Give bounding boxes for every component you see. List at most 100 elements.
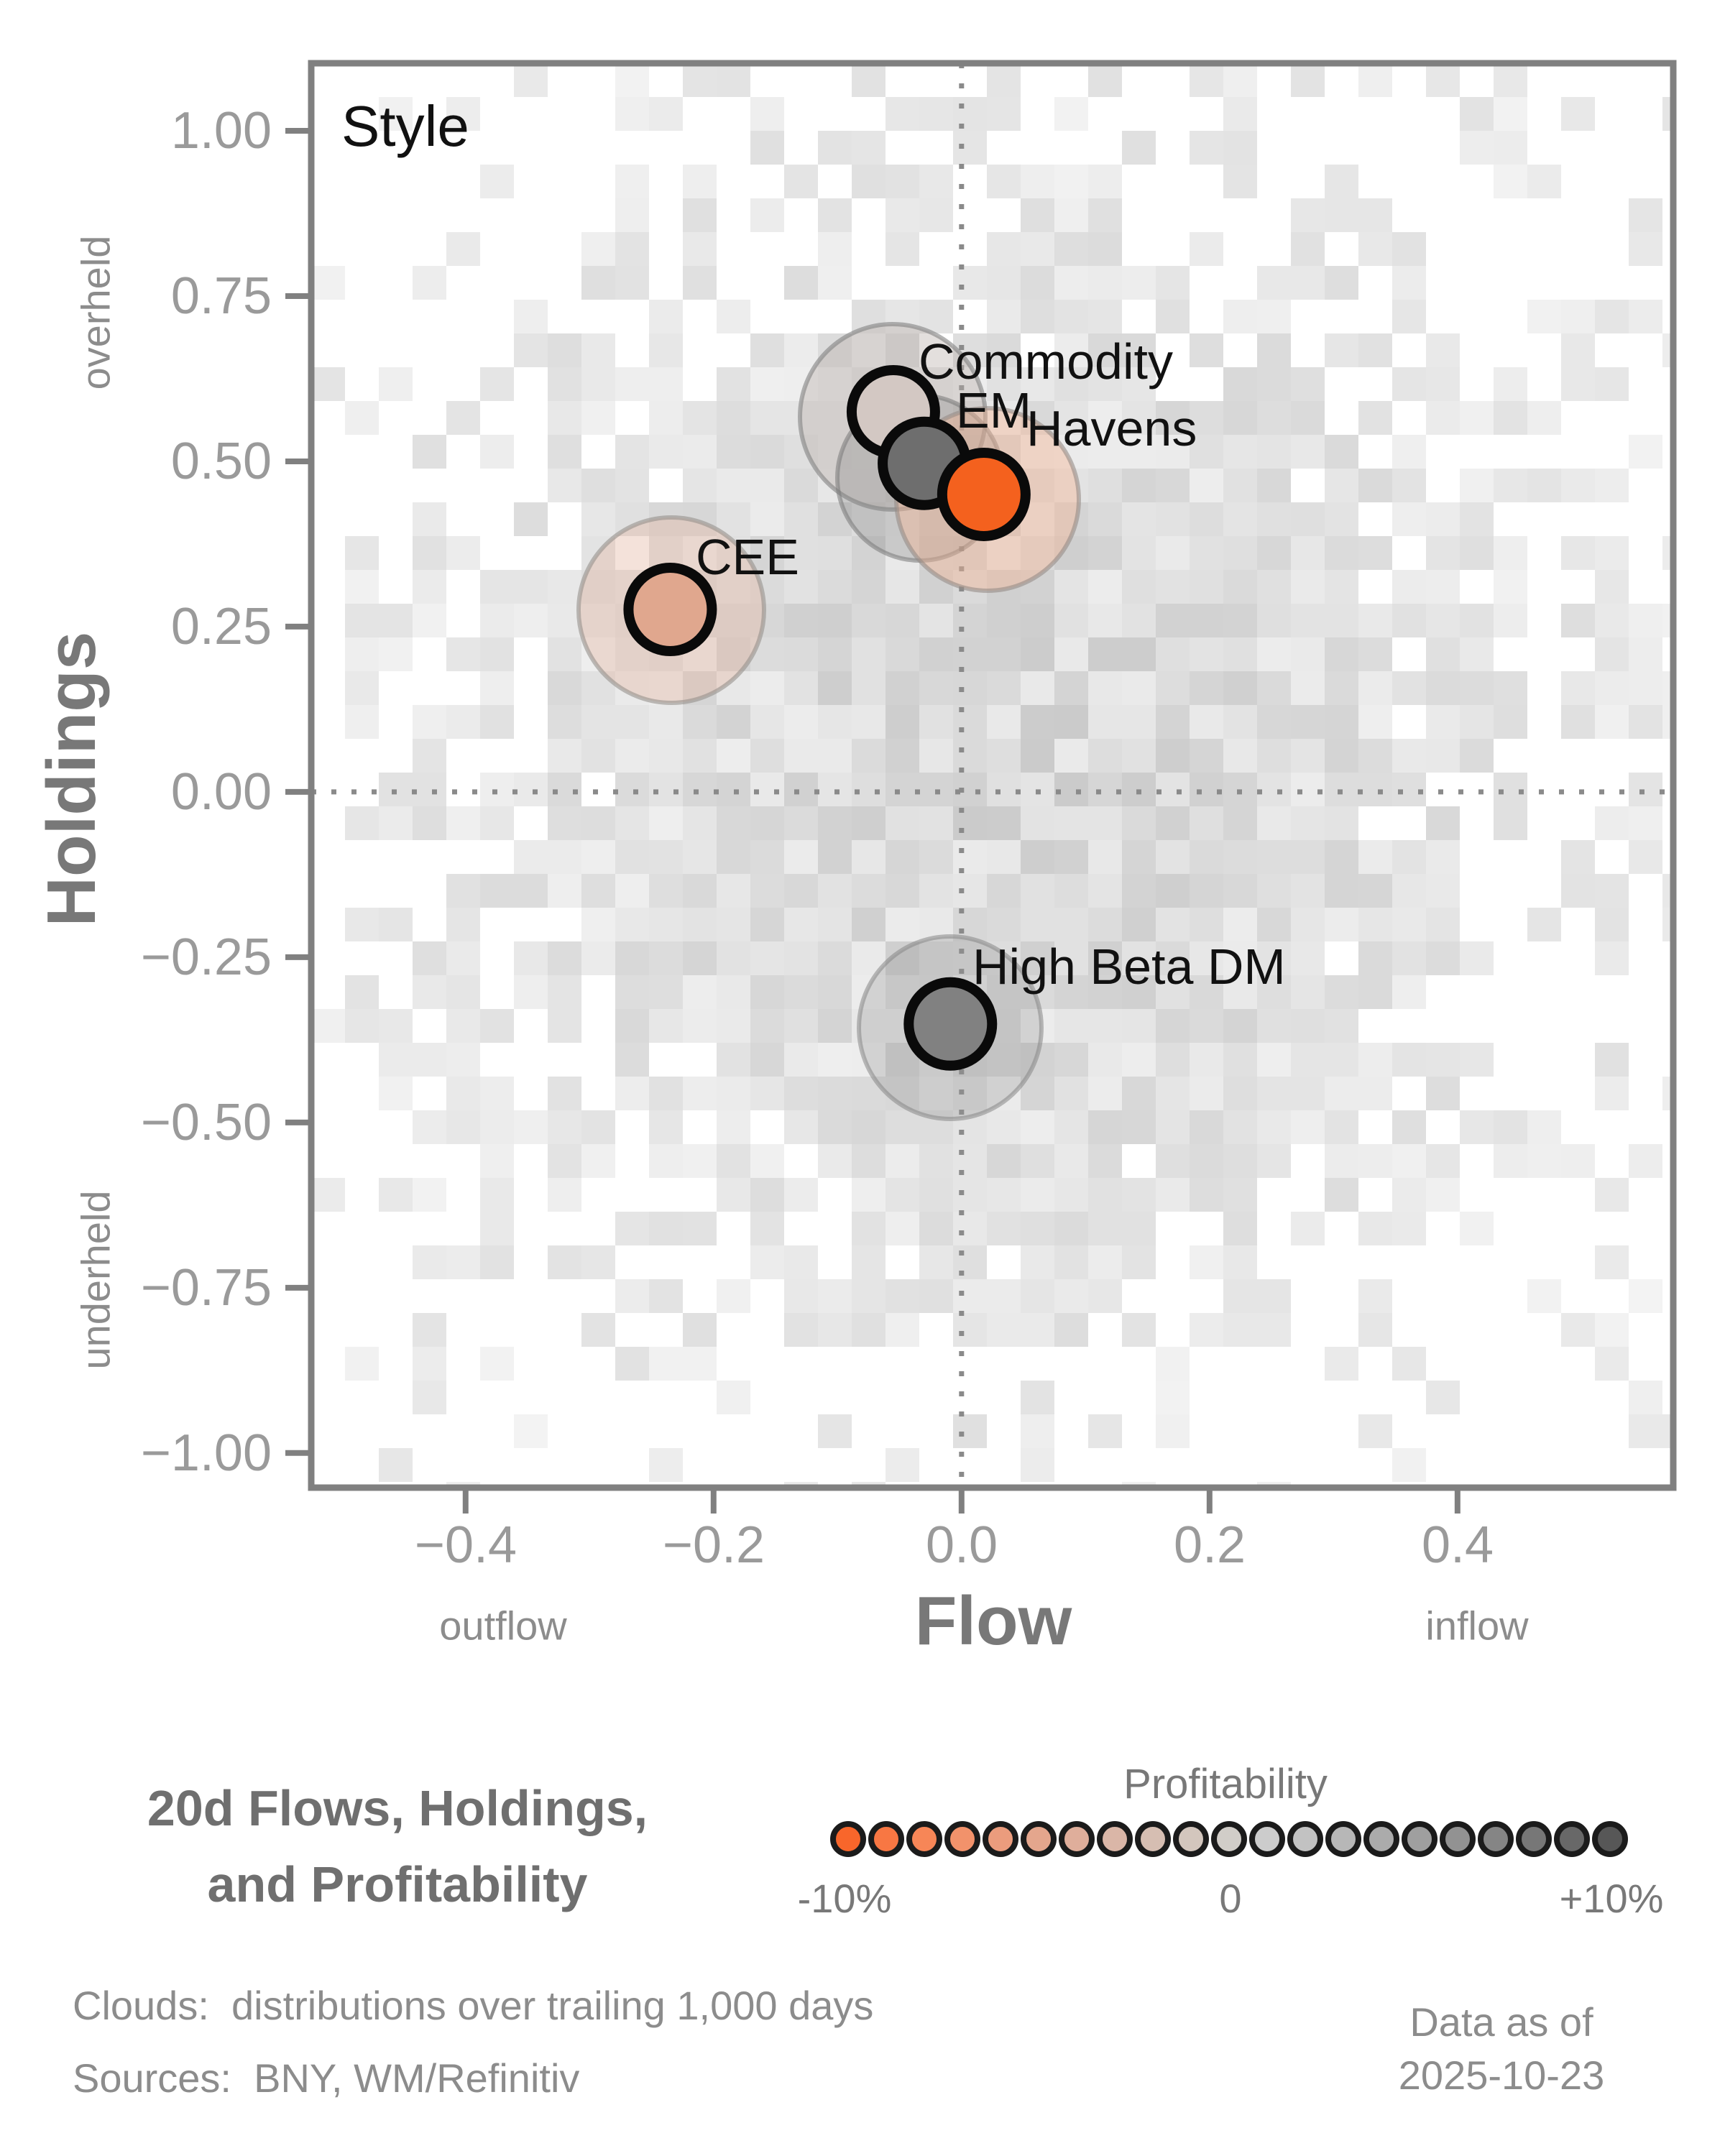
heatmap-cell <box>1426 604 1460 637</box>
heatmap-cell <box>953 840 987 874</box>
heatmap-cell <box>1358 1313 1392 1347</box>
heatmap-cell <box>379 604 413 637</box>
heatmap-cell <box>953 1077 987 1110</box>
heatmap-cell <box>953 1144 987 1178</box>
heatmap-cell <box>852 1110 886 1144</box>
heatmap-cell <box>1595 536 1629 570</box>
heatmap-cell <box>581 604 615 637</box>
heatmap-cell <box>1223 536 1257 570</box>
heatmap-cell <box>548 367 581 401</box>
heatmap-cell <box>1190 333 1223 367</box>
heatmap-cell <box>1358 637 1392 671</box>
heatmap-cell <box>1358 840 1392 874</box>
heatmap-cell <box>750 198 784 232</box>
heatmap-cell <box>953 739 987 773</box>
heatmap-cell <box>1629 806 1662 840</box>
heatmap-cell <box>818 806 852 840</box>
heatmap-cell <box>480 1077 514 1110</box>
heatmap-cell <box>750 1212 784 1245</box>
heatmap-cell <box>717 469 750 502</box>
heatmap-cell <box>379 1043 413 1077</box>
heatmap-cell <box>784 165 818 198</box>
heatmap-cell <box>1358 671 1392 705</box>
axis-ticks <box>285 128 1460 1514</box>
heatmap-cell <box>615 840 649 874</box>
heatmap-cell <box>784 1313 818 1347</box>
heatmap-cell <box>413 1043 446 1077</box>
heatmap-cell <box>953 1245 987 1279</box>
heatmap-cell <box>1595 705 1629 739</box>
heatmap-cell <box>1392 1448 1426 1482</box>
legend-mid-label: 0 <box>1219 1876 1242 1921</box>
legend-dot-16 <box>1440 1821 1476 1857</box>
heatmap-cell <box>1088 401 1122 435</box>
heatmap-cell <box>1595 367 1629 401</box>
heatmap-cell <box>1325 536 1358 570</box>
heatmap-cell <box>717 840 750 874</box>
heatmap-cell <box>1122 604 1156 637</box>
sources-footnote: Sources: BNY, WM/Refinitiv <box>73 2055 580 2101</box>
heatmap-cell <box>1054 469 1088 502</box>
heatmap-cell <box>1595 1077 1629 1110</box>
heatmap-cell <box>750 908 784 941</box>
heatmap-cell <box>717 941 750 975</box>
heatmap-cell <box>1088 502 1122 536</box>
heatmap-cell <box>1460 739 1494 773</box>
heatmap-cell <box>818 1279 852 1313</box>
heatmap-cell <box>345 1347 379 1381</box>
heatmap-cell <box>1223 1043 1257 1077</box>
heatmap-cell <box>852 131 886 165</box>
heatmap-cell <box>1426 63 1460 97</box>
heatmap-cell <box>1122 941 1156 975</box>
heatmap-cell <box>1561 333 1595 367</box>
heatmap-cell <box>852 705 886 739</box>
heatmap-cell <box>1291 435 1325 469</box>
heatmap-cell <box>581 1110 615 1144</box>
heatmap-cell <box>413 739 446 773</box>
heatmap-cell <box>953 705 987 739</box>
heatmap-cell <box>1088 232 1122 266</box>
heatmap-cell <box>514 604 548 637</box>
heatmap-cell <box>818 232 852 266</box>
heatmap-cell <box>683 739 717 773</box>
heatmap-cell <box>1257 908 1291 941</box>
heatmap-cell <box>987 671 1021 705</box>
heatmap-cell <box>1662 1077 1673 1110</box>
heatmap-cell <box>1156 502 1190 536</box>
heatmap-cell <box>818 975 852 1009</box>
heatmap-cell <box>1054 604 1088 637</box>
heatmap-cell <box>1190 1009 1223 1043</box>
heatmap-cell <box>818 570 852 604</box>
heatmap-cell <box>683 63 717 97</box>
heatmap-cell <box>1257 435 1291 469</box>
heatmap-cell <box>1291 908 1325 941</box>
heatmap-cell <box>1460 97 1494 131</box>
heatmap-cell <box>413 1178 446 1212</box>
clouds-footnote: Clouds: distributions over trailing 1,00… <box>73 1983 874 2028</box>
heatmap-cell <box>784 739 818 773</box>
heatmap-cell <box>1561 469 1595 502</box>
heatmap-cell <box>886 1212 919 1245</box>
heatmap-cell <box>1021 232 1054 266</box>
heatmap-cell <box>987 300 1021 333</box>
heatmap-cell <box>446 1245 480 1279</box>
heatmap-cell <box>1392 1178 1426 1212</box>
heatmap-cell <box>1662 333 1673 367</box>
heatmap-cell <box>1223 941 1257 975</box>
heatmap-cell <box>1358 1043 1392 1077</box>
heatmap-cell <box>446 806 480 840</box>
heatmap-cell <box>1190 570 1223 604</box>
heatmap-cell <box>1054 1279 1088 1313</box>
heatmap-cell <box>750 1144 784 1178</box>
heatmap-cell <box>413 773 446 806</box>
heatmap-cell <box>1021 1178 1054 1212</box>
data-as-of-date: 2025-10-23 <box>1398 2053 1605 2098</box>
heatmap-cell <box>1054 1313 1088 1347</box>
heatmap-cell <box>1291 840 1325 874</box>
heatmap-cell <box>683 941 717 975</box>
heatmap-cell <box>1122 1043 1156 1077</box>
heatmap-cell <box>1494 469 1527 502</box>
heatmap-cell <box>615 1212 649 1245</box>
heatmap-cell <box>1325 1347 1358 1381</box>
heatmap-cell <box>1426 367 1460 401</box>
